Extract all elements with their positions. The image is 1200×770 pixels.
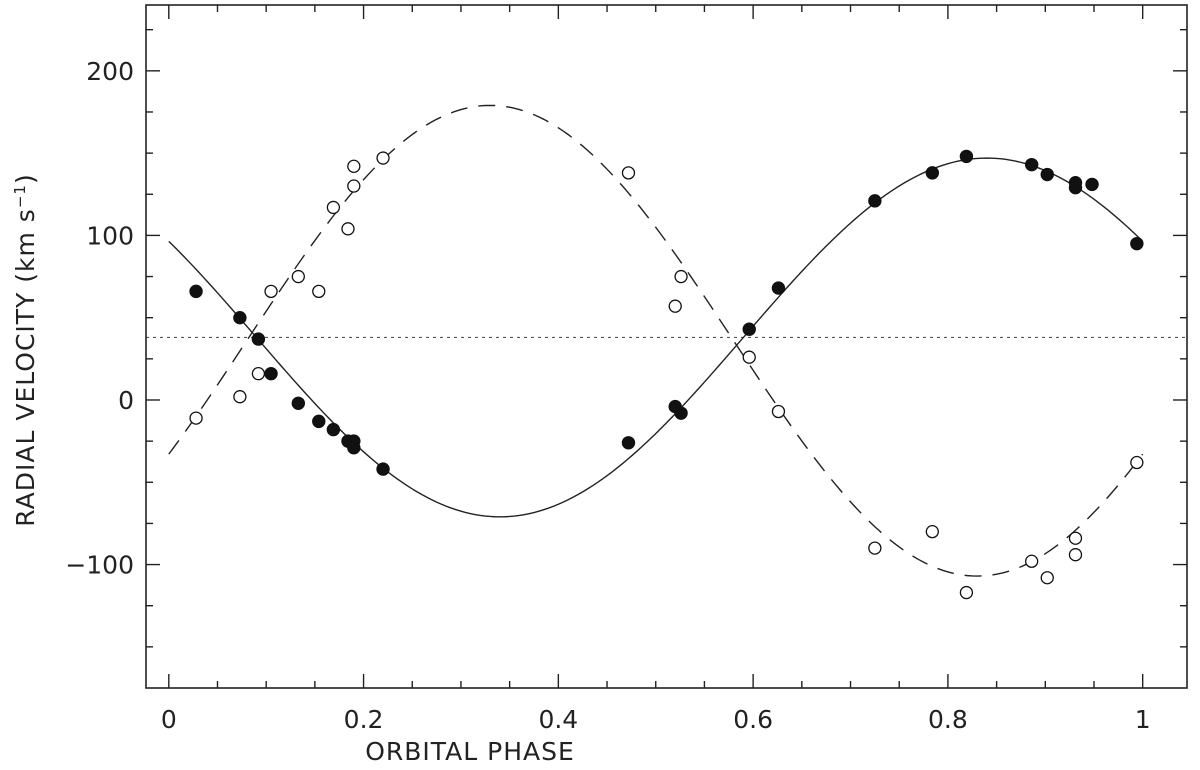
secondary-data-point [291,269,305,284]
axes-layer: 0 0.2 0.4 0.6 0.8 1 −100 0 100 200 [65,4,1188,734]
plot-frame [145,4,1188,689]
points-layer [189,149,1144,600]
secondary-data-point [251,367,266,381]
secondary-data-point [233,390,247,404]
x-tick-label: 0.4 [538,705,578,734]
primary-data-point [1068,180,1083,195]
secondary-data-point [312,284,326,299]
secondary-data-point [868,541,882,555]
secondary-data-point [742,350,756,364]
x-tick-label: 1 [1135,705,1151,734]
primary-data-point [251,332,266,346]
primary-data-point [326,422,341,437]
y-axis-title-close: ) [11,173,40,184]
x-tick-label: 0.2 [344,705,384,734]
primary-data-point [674,406,688,420]
secondary-data-point [347,179,361,193]
primary-data-point [959,149,974,164]
secondary-data-point [1040,571,1054,585]
primary-data-point [621,436,636,450]
secondary-data-point [959,585,974,600]
secondary-data-point [668,299,682,313]
primary-data-point [868,194,882,208]
primary-data-point [1040,167,1054,182]
y-tick-label: 100 [86,221,134,250]
secondary-data-point [376,151,390,165]
secondary-data-point [1025,554,1039,568]
primary-fit-curve [168,157,1144,518]
curve-layer [146,104,1187,577]
secondary-data-point [1068,548,1083,562]
primary-data-point [233,310,247,325]
primary-data-point [264,366,278,381]
y-axis-title: RADIAL VELOCITY (km s−1) [11,173,40,526]
y-axis-title-main: RADIAL VELOCITY (km s [11,208,40,527]
y-tick-label: −100 [65,551,134,580]
secondary-data-point [264,284,278,299]
primary-data-point [376,462,390,476]
primary-data-point [1130,236,1144,251]
secondary-fit-curve [168,104,1144,577]
secondary-data-point [347,159,361,173]
secondary-data-point [621,166,636,180]
secondary-data-point [189,411,203,425]
secondary-data-point [674,269,688,284]
primary-data-point [1085,177,1099,192]
secondary-data-point [1068,531,1083,545]
primary-data-point [189,284,203,299]
primary-data-point [925,166,940,180]
primary-data-point [742,322,756,336]
primary-data-point [1024,157,1039,172]
x-tick-label: 0 [161,705,177,734]
secondary-data-point [326,200,341,215]
secondary-data-point [771,404,786,419]
primary-data-point [291,396,306,410]
y-tick-label: 0 [118,386,134,415]
y-tick-label: 200 [86,57,134,86]
x-axis-title: ORBITAL PHASE [365,737,575,766]
primary-data-point [771,281,786,295]
secondary-data-point [341,222,355,236]
y-axis-title-sup: −1 [11,184,29,208]
primary-data-point [312,414,326,429]
secondary-data-point [1130,455,1144,470]
x-tick-label: 0.8 [928,705,968,734]
secondary-data-point [925,525,939,539]
primary-data-point [347,441,361,455]
x-tick-label: 0.6 [733,705,773,734]
